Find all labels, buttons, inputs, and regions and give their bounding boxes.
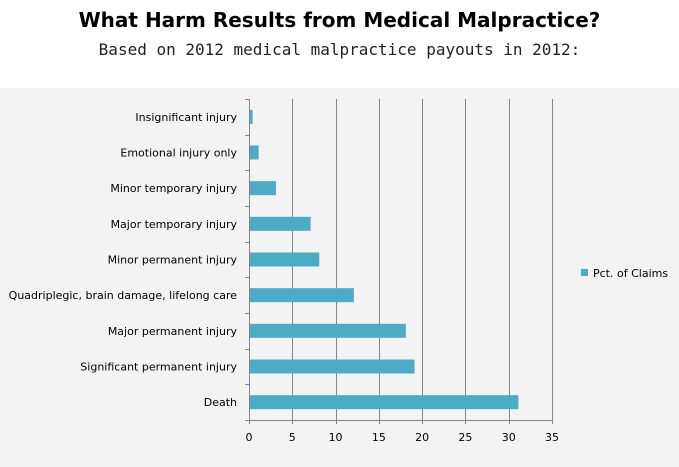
- bar: [250, 109, 253, 124]
- bar: [250, 395, 519, 410]
- bar: [250, 359, 415, 374]
- legend-label: Pct. of Claims: [593, 267, 668, 280]
- chart-subtitle: Based on 2012 medical malpractice payout…: [98, 40, 581, 59]
- category-label: Minor permanent injury: [108, 254, 238, 267]
- category-label: Major temporary injury: [111, 218, 238, 231]
- bar: [250, 252, 320, 267]
- category-label: Insignificant injury: [135, 111, 237, 124]
- legend-swatch: [581, 269, 588, 276]
- bar: [250, 323, 406, 338]
- x-tick-label: 0: [246, 431, 253, 444]
- category-label: Emotional injury only: [120, 147, 237, 160]
- bar: [250, 216, 311, 231]
- category-label: Significant permanent injury: [80, 361, 237, 374]
- bar: [250, 145, 259, 160]
- x-tick-label: 10: [329, 431, 343, 444]
- category-label: Death: [204, 396, 237, 409]
- x-tick-label: 25: [458, 431, 472, 444]
- x-tick-label: 35: [545, 431, 559, 444]
- bar: [250, 288, 354, 303]
- category-label: Minor temporary injury: [110, 182, 237, 195]
- x-tick-label: 30: [502, 431, 516, 444]
- x-tick-label: 20: [415, 431, 429, 444]
- category-label: Quadriplegic, brain damage, lifelong car…: [9, 289, 238, 302]
- bar: [250, 181, 276, 196]
- chart-title: What Harm Results from Medical Malpracti…: [78, 8, 601, 32]
- x-tick-label: 5: [289, 431, 296, 444]
- x-tick-label: 15: [372, 431, 386, 444]
- category-label: Major permanent injury: [108, 325, 238, 338]
